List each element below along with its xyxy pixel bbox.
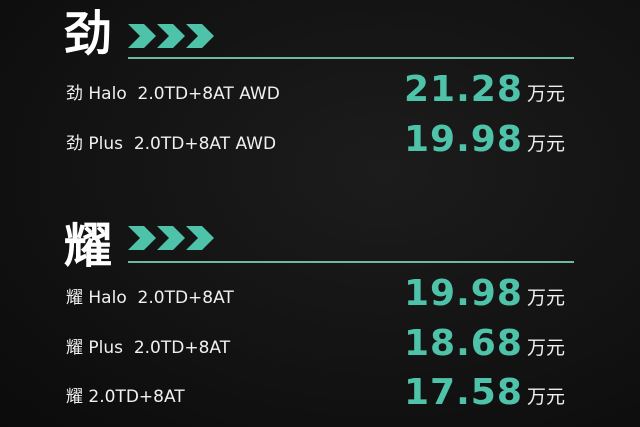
price-unit: 万元 (527, 133, 566, 155)
triple-chevron-right-icon (128, 24, 214, 48)
price-unit: 万元 (527, 337, 566, 359)
price: 17.58 (404, 372, 523, 413)
section-heading: 耀 (64, 218, 113, 274)
price-unit: 万元 (527, 83, 566, 105)
price-row: 耀 Halo 2.0TD+8AT 19.98 万元 (0, 273, 640, 314)
price-row: 劲 Plus 2.0TD+8AT AWD 19.98 万元 (0, 119, 640, 160)
price-row: 劲 Halo 2.0TD+8AT AWD 21.28 万元 (0, 69, 640, 110)
price: 19.98 (404, 273, 523, 314)
price-unit: 万元 (527, 386, 566, 408)
section-heading: 劲 (64, 6, 113, 62)
price: 19.98 (404, 119, 523, 160)
model-name: 耀 Halo 2.0TD+8AT (66, 288, 234, 308)
price: 18.68 (404, 323, 523, 364)
triple-chevron-right-icon (128, 226, 214, 250)
price-row: 耀 2.0TD+8AT 17.58 万元 (0, 372, 640, 413)
model-name: 耀 2.0TD+8AT (66, 387, 185, 407)
model-name: 耀 Plus 2.0TD+8AT (66, 338, 231, 358)
model-name: 劲 Plus 2.0TD+8AT AWD (66, 134, 277, 154)
price-unit: 万元 (527, 287, 566, 309)
model-name: 劲 Halo 2.0TD+8AT AWD (66, 84, 280, 104)
price-row: 耀 Plus 2.0TD+8AT 18.68 万元 (0, 323, 640, 364)
price: 21.28 (404, 69, 523, 110)
divider (128, 57, 574, 59)
divider (128, 261, 574, 263)
